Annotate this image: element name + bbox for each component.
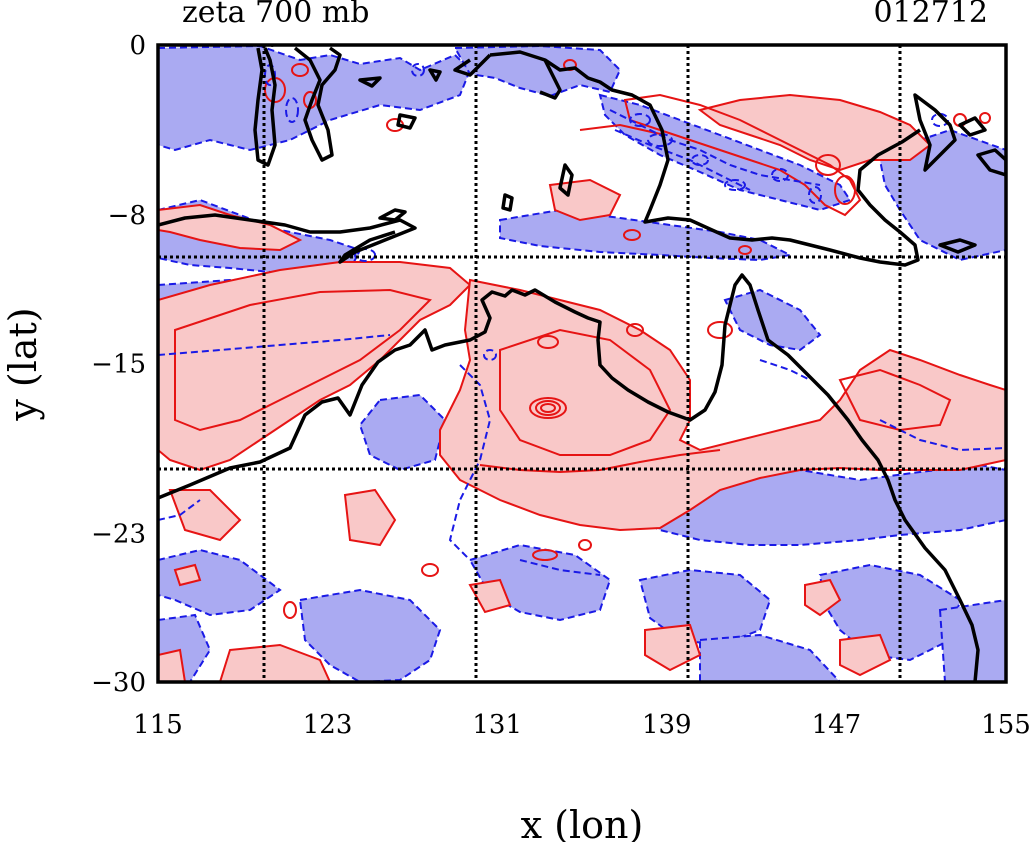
x-axis-label: x (lon) xyxy=(521,803,644,842)
x-tick-label: 147 xyxy=(812,710,862,740)
x-tick-label: 139 xyxy=(642,710,692,740)
title-right: 012712 xyxy=(873,0,988,30)
y-tick-label: −15 xyxy=(91,350,146,380)
small-label: F0 xyxy=(262,39,275,50)
y-axis-label: y (lat) xyxy=(1,307,45,421)
y-axis: 0 −8 −15 −23 −30 xyxy=(91,31,146,698)
x-tick-label: 123 xyxy=(303,710,353,740)
plot-frame xyxy=(156,43,1008,684)
x-axis: 115 123 131 139 147 155 xyxy=(133,710,1031,740)
title-left: zeta 700 mb xyxy=(182,0,370,30)
grid-lines xyxy=(158,45,1006,682)
x-tick-label: 131 xyxy=(472,710,522,740)
x-tick-label: 115 xyxy=(133,710,183,740)
y-tick-label: −30 xyxy=(91,668,146,698)
plot-area: F0 xyxy=(158,39,1006,682)
coastlines xyxy=(158,46,1006,682)
y-tick-label: 0 xyxy=(129,31,146,61)
y-tick-label: −8 xyxy=(108,201,146,231)
y-tick-label: −23 xyxy=(91,519,146,549)
x-tick-label: 155 xyxy=(981,710,1031,740)
